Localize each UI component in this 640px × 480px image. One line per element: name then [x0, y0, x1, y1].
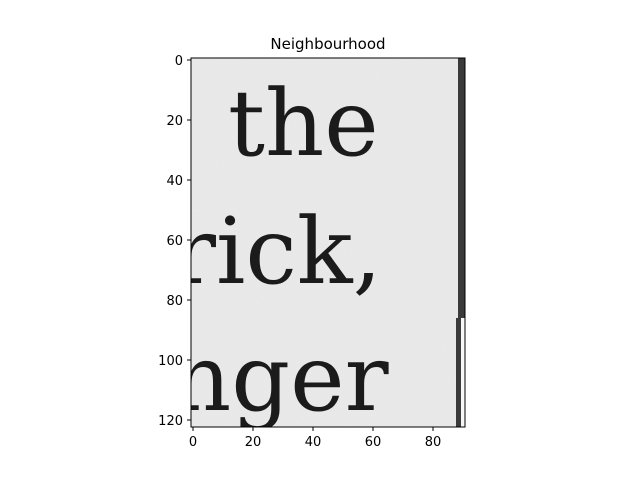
- x-tick-label: 0: [189, 435, 197, 450]
- axes-frame: [190, 57, 466, 428]
- y-tick-label: 120: [158, 414, 183, 429]
- y-tick-label: 40: [166, 174, 183, 189]
- paper-grain: [191, 58, 465, 427]
- x-tick-label: 40: [305, 435, 322, 450]
- y-tick-label: 0: [175, 54, 183, 69]
- x-tick-label: 80: [425, 435, 442, 450]
- x-axis: 0 20 40 60 80: [189, 427, 441, 450]
- x-tick-label: 20: [245, 435, 262, 450]
- edge-bar-white: [461, 318, 465, 427]
- y-tick-label: 80: [166, 294, 183, 309]
- y-tick-label: 20: [166, 114, 183, 129]
- y-tick-label: 100: [158, 354, 183, 369]
- word-rick: rick,: [172, 198, 382, 305]
- grayscale-image: the rick, nger: [172, 58, 465, 432]
- word-the: the: [228, 70, 379, 177]
- edge-bar-lower: [456, 318, 461, 427]
- plot-title: Neighbourhood: [270, 35, 385, 53]
- y-axis: 0 20 40 60 80 100 120: [158, 54, 191, 429]
- edge-bar-upper: [458, 58, 465, 318]
- word-nger: nger: [172, 325, 389, 432]
- y-tick-label: 60: [166, 234, 183, 249]
- x-tick-label: 60: [365, 435, 382, 450]
